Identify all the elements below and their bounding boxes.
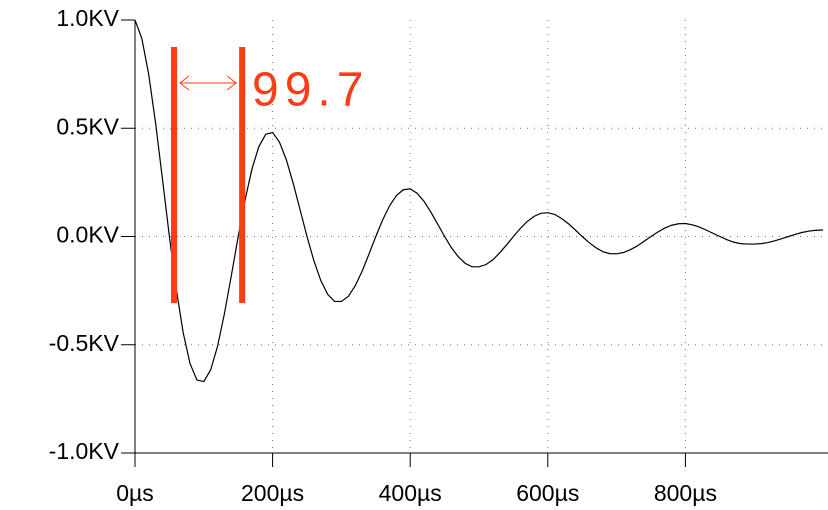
x-tick-label: 600µs [516, 480, 579, 506]
y-tick-label: 0.0KV [56, 222, 119, 248]
x-tick-label: 200µs [241, 480, 304, 506]
x-tick-label: 0µs [116, 480, 154, 506]
x-tick-label: 800µs [654, 480, 717, 506]
line-series [134, 19, 824, 383]
cursor-delta-label: 99.7 [252, 64, 369, 117]
y-tick-label: -0.5KV [49, 330, 120, 356]
x-tick-label: 400µs [379, 480, 442, 506]
y-tick-label: 0.5KV [56, 113, 119, 139]
y-tick-label: -1.0KV [49, 438, 120, 464]
y-tick-label: 1.0KV [56, 5, 119, 31]
cursor-arrow [179, 75, 237, 91]
